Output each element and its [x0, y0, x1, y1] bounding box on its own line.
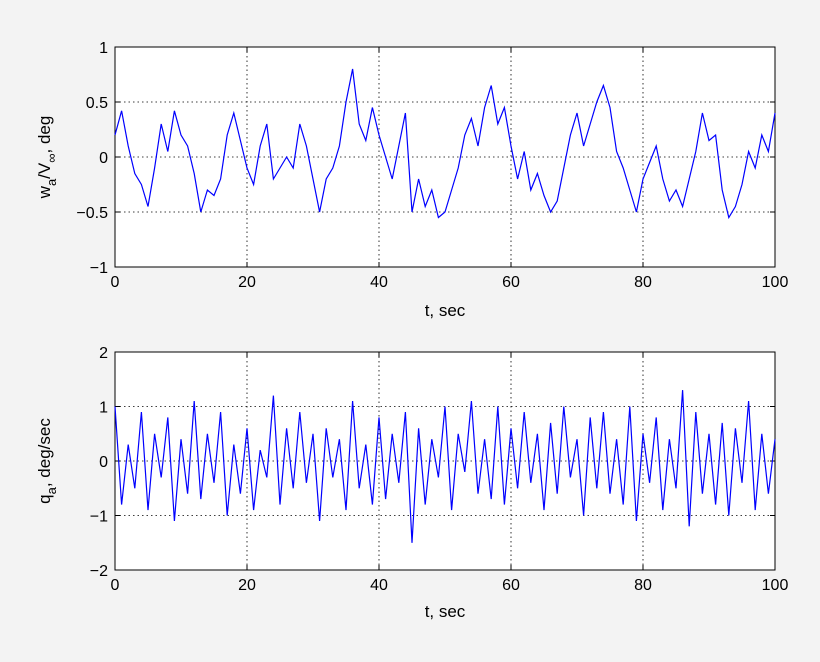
x-tick-label-wa: 40: [370, 274, 388, 291]
y-axis-label-wa: wa/V∞, deg: [35, 116, 59, 200]
y-axis-label-qa: qa, deg/sec: [35, 418, 59, 504]
y-tick-label-wa: 0: [99, 150, 108, 167]
ticks-wa: 0 20 40 60 80 100 −1 −0.5 0 0.5 1: [76, 40, 788, 291]
y-tick-label-qa: 1: [99, 400, 108, 417]
series-line-qa: [114, 390, 776, 543]
x-axis-label-qa: t, sec: [425, 602, 466, 621]
x-tick-label-qa: 80: [634, 577, 652, 594]
x-tick-label-wa: 100: [762, 274, 789, 291]
y-tick-label-wa: −1: [90, 260, 108, 277]
x-tick-label-qa: 60: [502, 577, 520, 594]
grid-wa: [115, 47, 775, 267]
grid-qa: [115, 352, 775, 570]
y-tick-label-qa: 0: [99, 454, 108, 471]
x-tick-label-wa: 20: [238, 274, 256, 291]
x-tick-label-qa: 40: [370, 577, 388, 594]
x-tick-label-wa: 60: [502, 274, 520, 291]
y-tick-label-wa: −0.5: [76, 205, 108, 222]
x-tick-label-qa: 0: [111, 577, 120, 594]
series-line-wa: [114, 68, 776, 220]
x-axis-label-wa: t, sec: [425, 301, 466, 320]
x-tick-label-qa: 100: [762, 577, 789, 594]
y-tick-label-wa: 1: [99, 40, 108, 57]
y-tick-label-qa: −2: [90, 563, 108, 580]
x-tick-label-wa: 80: [634, 274, 652, 291]
x-tick-label-wa: 0: [111, 274, 120, 291]
y-tick-label-wa: 0.5: [86, 95, 108, 112]
chart-wa: 0 20 40 60 80 100 −1 −0.5 0 0.5 1 t, sec wa/V∞, de…: [35, 40, 788, 320]
y-tick-label-qa: 2: [99, 345, 108, 362]
y-tick-label-qa: −1: [90, 509, 108, 526]
x-tick-label-qa: 20: [238, 577, 256, 594]
chart-qa: 0 20 40 60 80 100 −2 −1 0 1 2 t, sec qa, deg/sec: [35, 345, 788, 621]
ticks-qa: 0 20 40 60 80 100 −2 −1 0 1 2: [90, 345, 789, 594]
